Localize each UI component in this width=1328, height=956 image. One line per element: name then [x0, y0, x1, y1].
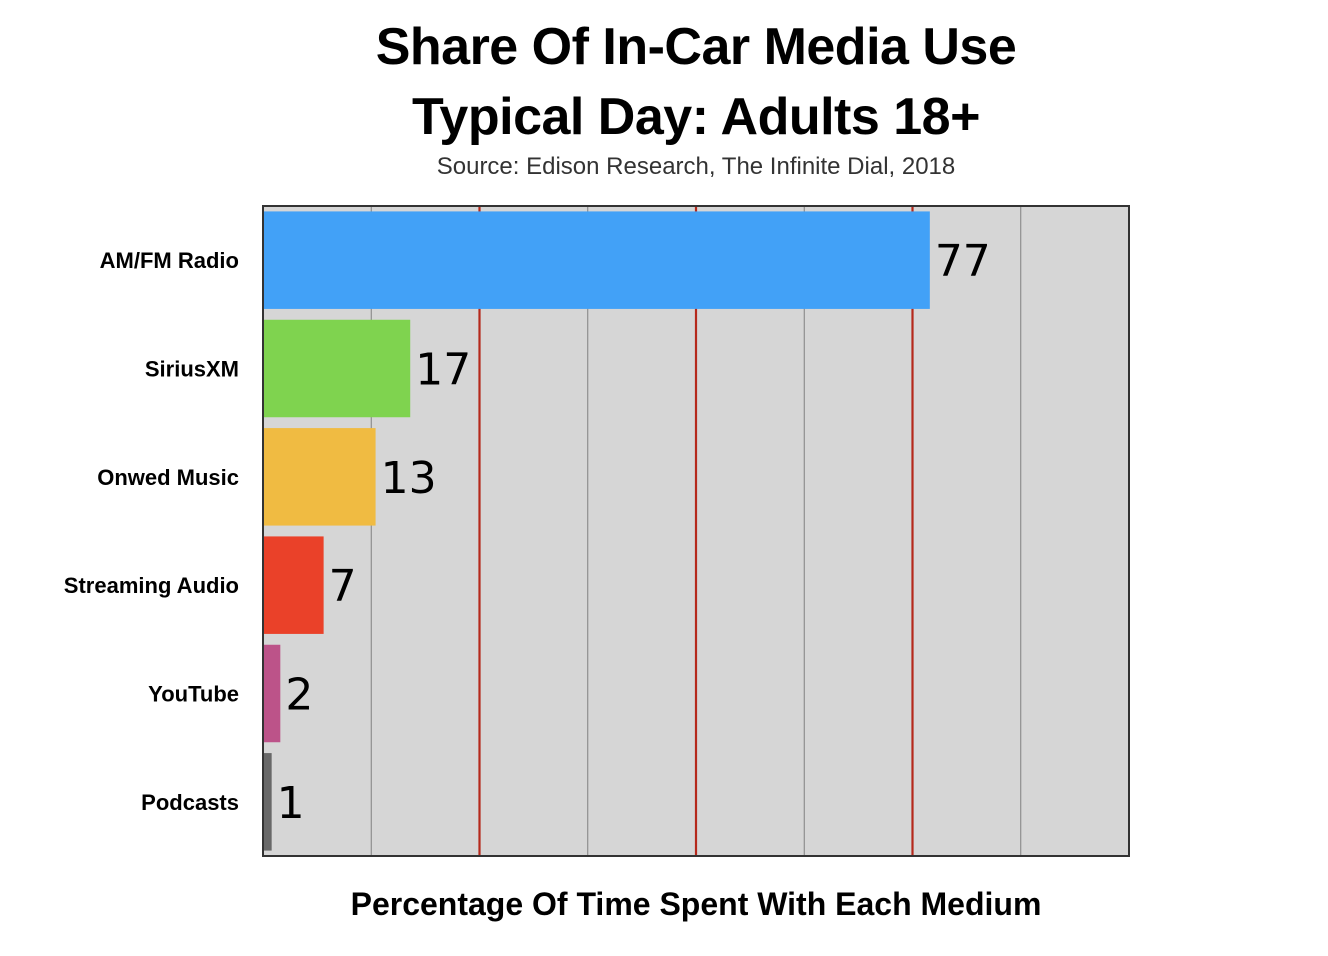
bar-2: [263, 428, 376, 526]
value-label-1: 17: [415, 345, 471, 396]
plot-frame: [262, 205, 1130, 857]
bar-1: [263, 319, 411, 418]
bar-4: [263, 644, 281, 743]
value-label-0: 77: [935, 236, 991, 287]
chart-title-line-1: Share Of In-Car Media Use: [375, 18, 1017, 76]
value-label-3: 7: [329, 561, 357, 612]
value-label-4: 2: [285, 670, 313, 721]
category-label-4: YouTube: [148, 682, 239, 707]
chart-subtitle: Source: Edison Research, The Infinite Di…: [436, 153, 956, 180]
value-label-2: 13: [381, 453, 437, 504]
chart-title-line-2: Typical Day: Adults 18+: [412, 88, 980, 146]
category-label-3: Streaming Audio: [64, 573, 239, 598]
category-label-0: AM/FM Radio: [100, 248, 239, 273]
value-label-5: 1: [277, 778, 305, 829]
x-axis-label: Percentage Of Time Spent With Each Mediu…: [350, 886, 1042, 922]
bar-3: [263, 536, 324, 634]
category-label-5: Podcasts: [141, 790, 239, 815]
category-label-2: Onwed Music: [97, 465, 239, 490]
bar-0: [263, 211, 930, 309]
category-label-1: SiriusXM: [145, 357, 239, 382]
bar-5: [263, 753, 272, 851]
